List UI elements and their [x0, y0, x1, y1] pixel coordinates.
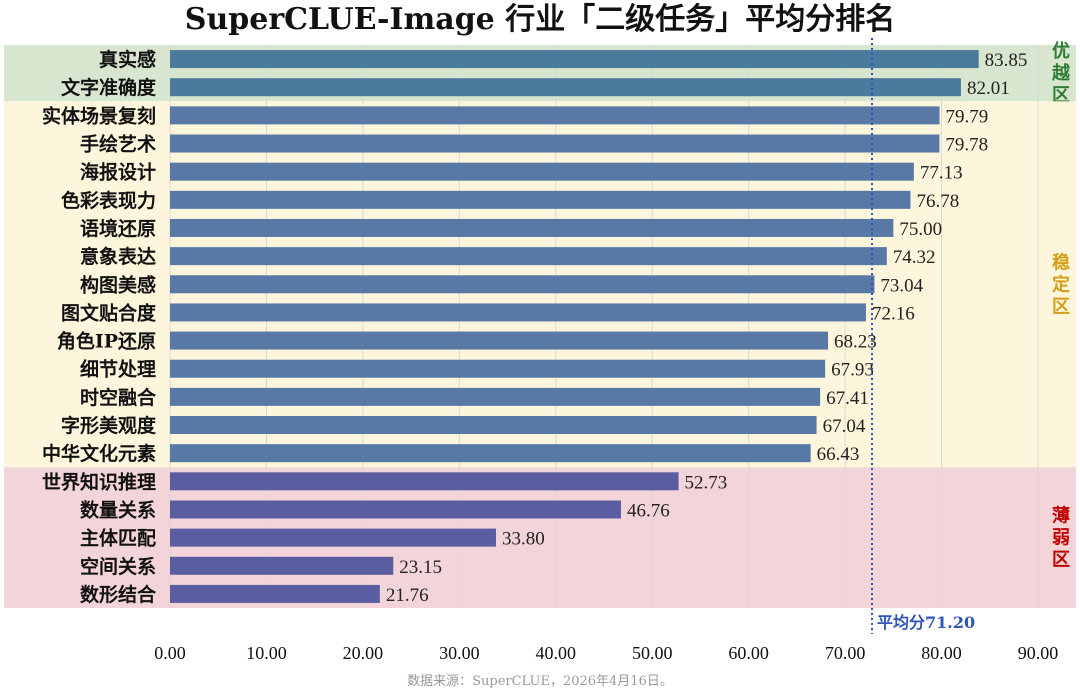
value-label: 33.80	[502, 529, 545, 550]
category-label: 世界知识推理	[42, 470, 156, 493]
bar	[170, 190, 911, 209]
x-tick-label: 20.00	[343, 643, 384, 663]
category-label: 海报设计	[80, 161, 156, 184]
x-tick-label: 10.00	[246, 643, 287, 663]
bar	[170, 472, 679, 491]
category-label: 意象表达	[80, 245, 156, 268]
x-tick-label: 80.00	[921, 643, 962, 663]
x-axis: 0.00 10.00 20.00 30.00 40.00 50.00 60.00 70.00 8…	[154, 643, 1058, 663]
value-label: 52.73	[685, 472, 728, 493]
value-label: 82.01	[967, 78, 1010, 99]
average-label: 平均分71.20	[877, 613, 975, 632]
value-label: 72.16	[872, 303, 915, 324]
x-tick-label: 30.00	[439, 643, 480, 663]
bar	[170, 247, 887, 266]
bar	[170, 331, 829, 350]
source-note: 数据来源：SuperCLUE，2026年4月16日。	[407, 674, 673, 689]
bars-layer	[170, 50, 979, 603]
bar	[170, 359, 826, 378]
category-label: 数量关系	[80, 498, 156, 521]
zone-label-1: 稳定区	[1052, 251, 1070, 317]
category-label: 色彩表现力	[61, 189, 156, 212]
bar	[170, 416, 817, 435]
bar	[170, 134, 940, 153]
x-tick-label: 0.00	[154, 643, 186, 663]
value-label: 76.78	[917, 191, 960, 212]
zone-label-0: 优越区	[1051, 40, 1071, 106]
category-label: 角色IP还原	[57, 330, 156, 353]
category-label: 数形结合	[80, 583, 157, 606]
category-label: 手绘艺术	[80, 133, 156, 156]
value-label: 83.85	[985, 50, 1028, 71]
category-label: 构图美感	[80, 273, 156, 296]
value-label: 79.78	[945, 135, 988, 156]
bar	[170, 50, 979, 69]
bar	[170, 303, 866, 322]
category-label: 文字准确度	[61, 76, 157, 99]
value-label: 21.76	[386, 585, 429, 606]
x-tick-label: 40.00	[536, 643, 577, 663]
category-label: 时空融合	[80, 386, 157, 409]
x-tick-label: 50.00	[632, 643, 673, 663]
value-label: 66.43	[817, 444, 860, 465]
bar	[170, 556, 394, 575]
category-label: 实体场景复刻	[42, 104, 156, 127]
bar	[170, 78, 961, 97]
value-label: 77.13	[920, 163, 963, 184]
bar	[170, 500, 621, 519]
chart-title: SuperCLUE-Image 行业「二级任务」平均分排名	[184, 2, 896, 37]
category-label: 真实感	[99, 48, 156, 71]
category-label: 主体匹配	[80, 527, 156, 550]
bar	[170, 218, 894, 237]
category-label: 空间关系	[80, 555, 156, 578]
bar	[170, 387, 821, 406]
value-label: 67.41	[826, 388, 869, 409]
x-tick-label: 90.00	[1018, 643, 1059, 663]
category-label: 中华文化元素	[42, 442, 156, 465]
value-label: 75.00	[899, 219, 942, 240]
bar	[170, 106, 940, 125]
value-label: 23.15	[399, 557, 442, 578]
category-label: 图文贴合度	[61, 301, 157, 324]
bar	[170, 528, 496, 547]
bar	[170, 584, 380, 603]
bar	[170, 162, 914, 181]
category-label: 语境还原	[80, 217, 156, 240]
value-label: 68.23	[834, 332, 877, 353]
zone-label-2: 薄弱区	[1052, 506, 1070, 571]
value-label: 67.93	[831, 360, 874, 381]
value-label: 67.04	[823, 416, 866, 437]
labels-layer: 真实感 83.85 文字准确度 82.01 实体场景复刻 79.79 手绘艺术 79.78 海报…	[42, 48, 1027, 606]
value-label: 46.76	[627, 500, 670, 521]
value-label: 73.04	[880, 275, 923, 296]
category-label: 细节处理	[80, 358, 156, 381]
value-label: 74.32	[893, 247, 936, 268]
category-label: 字形美观度	[61, 414, 157, 437]
x-tick-label: 70.00	[825, 643, 866, 663]
x-tick-label: 60.00	[728, 643, 769, 663]
average-layer: 平均分71.20	[871, 38, 975, 634]
bar	[170, 444, 811, 463]
bar	[170, 275, 875, 294]
value-label: 79.79	[946, 106, 989, 127]
